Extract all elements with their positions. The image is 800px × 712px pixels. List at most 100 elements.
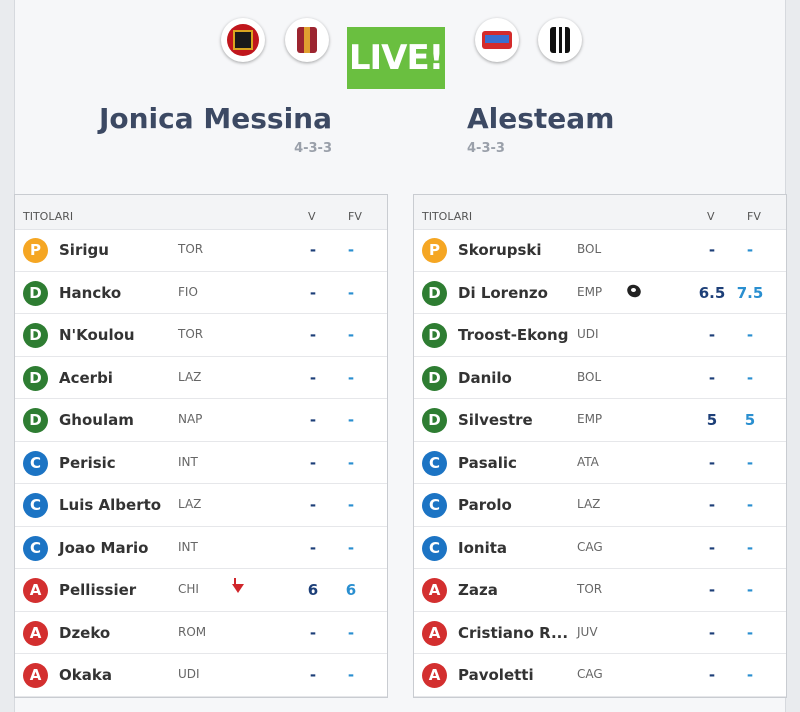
fanta-vote: - (746, 538, 754, 557)
player-row: D N'Koulou TOR - - (15, 314, 387, 357)
player-name: Dzeko (59, 623, 111, 642)
fanta-vote: 6 (345, 581, 357, 599)
player-name: Di Lorenzo (458, 283, 548, 302)
role-badge: D (422, 365, 447, 391)
kit-logo[interactable] (538, 18, 582, 62)
vote: 6 (307, 581, 319, 599)
player-row: A Okaka UDI - - (15, 654, 387, 697)
role-badge: A (422, 663, 447, 688)
player-name: Sirigu (59, 241, 109, 259)
vote: - (309, 453, 317, 472)
player-row: A Dzeko ROM - - (15, 612, 387, 655)
vote: - (708, 623, 716, 642)
club-logo[interactable] (475, 18, 519, 62)
player-row: C Ionita CAG - - (414, 527, 786, 570)
player-team: EMP (577, 284, 603, 299)
vote: - (708, 496, 716, 514)
role-badge: P (23, 238, 48, 263)
fanta-vote: 5 (744, 411, 756, 429)
player-name: Luis Alberto (59, 496, 162, 514)
fanta-vote: - (746, 453, 754, 472)
vote: - (708, 241, 716, 259)
column-header: FV (348, 210, 362, 223)
column-header: TITOLARI (23, 210, 74, 223)
role-badge: A (23, 578, 48, 603)
player-team: UDI (178, 667, 200, 681)
vote: - (309, 496, 317, 514)
player-name: Skorupski (458, 241, 542, 259)
fanta-vote: - (347, 538, 355, 557)
vote: - (708, 538, 716, 557)
sub-out-icon (232, 584, 244, 593)
player-team: BOL (577, 242, 602, 256)
role-badge: C (23, 535, 48, 561)
home-formation: 4-3-3 (294, 141, 332, 156)
fanta-vote: - (347, 368, 355, 387)
role-badge: D (422, 323, 447, 348)
column-header: FV (747, 210, 761, 223)
kit-logo[interactable] (285, 18, 329, 62)
player-name: Perisic (59, 453, 116, 472)
vote: - (309, 666, 317, 684)
player-team: ROM (178, 624, 207, 639)
player-row: A Pellissier CHI 6 6 (15, 569, 387, 612)
fanta-vote: - (347, 283, 355, 302)
goal-icon (631, 288, 636, 292)
away-formation: 4-3-3 (467, 141, 505, 156)
player-team: TOR (178, 242, 204, 256)
role-badge: D (422, 280, 447, 306)
vote: - (309, 368, 317, 387)
player-row: A Cristiano R... JUV - - (414, 612, 786, 655)
vote: 6.5 (698, 283, 726, 302)
fanta-vote: 7.5 (736, 283, 764, 302)
player-row: C Parolo LAZ - - (414, 484, 786, 527)
role-badge: C (422, 450, 447, 476)
column-header: V (308, 210, 316, 223)
lineup-table: TITOLARI V FV P Skorupski BOL - - D Di Lorenzo EMP… (413, 194, 787, 698)
player-name: Joao Mario (59, 538, 149, 557)
player-team: TOR (577, 582, 603, 596)
club-logo[interactable] (221, 18, 265, 62)
player-name: Ionita (458, 538, 507, 557)
fanta-vote: - (746, 623, 754, 642)
lineup-table: TITOLARI V FV P Sirigu TOR - - D Hancko FIO - - D N'Ko… (14, 194, 388, 698)
player-name: Acerbi (59, 368, 113, 387)
vote: - (309, 623, 317, 642)
fanta-vote: - (746, 368, 754, 387)
vote: - (708, 666, 716, 684)
player-name: Zaza (458, 581, 498, 599)
vote: - (309, 241, 317, 259)
player-name: N'Koulou (59, 326, 135, 344)
player-row: C Pasalic ATA - - (414, 442, 786, 485)
player-name: Cristiano R... (458, 623, 569, 642)
vote: - (309, 411, 317, 429)
player-team: NAP (178, 412, 203, 426)
player-team: BOL (577, 369, 602, 384)
role-badge: P (422, 238, 447, 263)
role-badge: D (422, 408, 447, 433)
fanta-vote: - (347, 666, 355, 684)
away-team-name: Alesteam (467, 102, 615, 135)
fanta-vote: - (347, 326, 355, 344)
player-team: ATA (577, 454, 599, 469)
player-row: P Sirigu TOR - - (15, 229, 387, 272)
fanta-vote: - (347, 241, 355, 259)
player-row: C Perisic INT - - (15, 442, 387, 485)
player-team: CHI (178, 582, 199, 596)
vote: 5 (706, 411, 718, 429)
player-name: Pasalic (458, 453, 517, 472)
player-row: A Zaza TOR - - (414, 569, 786, 612)
player-row: C Joao Mario INT - - (15, 527, 387, 570)
player-name: Pavoletti (458, 666, 534, 684)
player-row: D Di Lorenzo EMP 6.5 7.5 (414, 272, 786, 315)
player-team: UDI (577, 327, 599, 341)
player-row: P Skorupski BOL - - (414, 229, 786, 272)
player-name: Okaka (59, 666, 112, 684)
role-badge: A (23, 620, 48, 646)
role-badge: A (422, 578, 447, 603)
fanta-vote: - (746, 666, 754, 684)
player-team: INT (178, 454, 198, 469)
fanta-vote: - (746, 241, 754, 259)
player-name: Danilo (458, 368, 512, 387)
